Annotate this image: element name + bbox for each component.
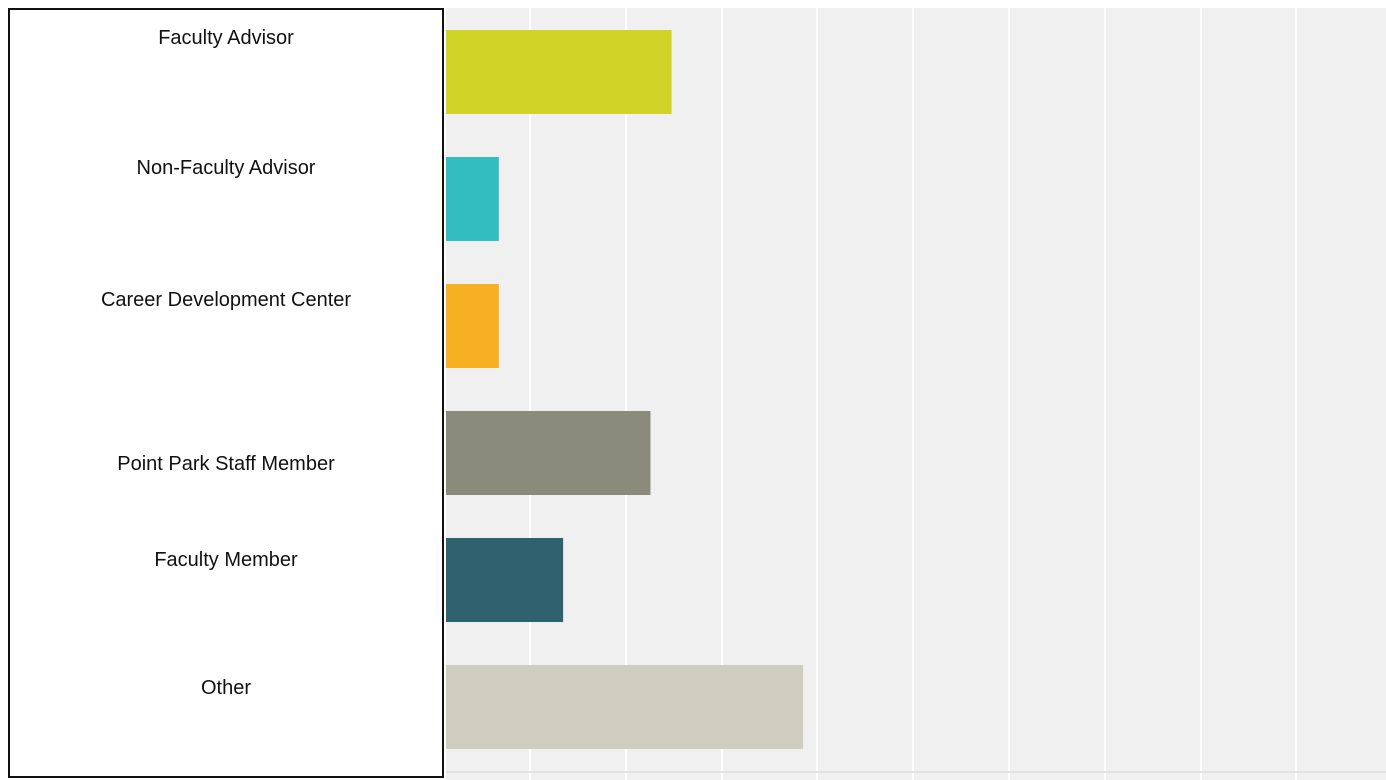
category-label-non-faculty-advisor: Non-Faculty Advisor xyxy=(136,157,316,179)
bar-faculty-advisor xyxy=(446,30,672,114)
plot-area xyxy=(446,8,1386,780)
category-label-faculty-member: Faculty Member xyxy=(154,549,298,571)
category-label-other: Other xyxy=(200,677,252,699)
category-label-career-development-center: Career Development Center xyxy=(100,289,352,311)
bar-other xyxy=(446,665,804,749)
category-label-point-park-staff-member: Point Park Staff Member xyxy=(117,453,335,475)
category-label-faculty-advisor: Faculty Advisor xyxy=(158,27,294,49)
bar-point-park-staff-member xyxy=(446,411,651,495)
bar-faculty-member xyxy=(446,538,564,622)
bar-career-development-center xyxy=(446,284,499,368)
category-label-panel: Faculty Advisor Non-Faculty Advisor Care… xyxy=(8,8,444,778)
bar-chart xyxy=(446,8,1386,780)
bar-non-faculty-advisor xyxy=(446,157,499,241)
